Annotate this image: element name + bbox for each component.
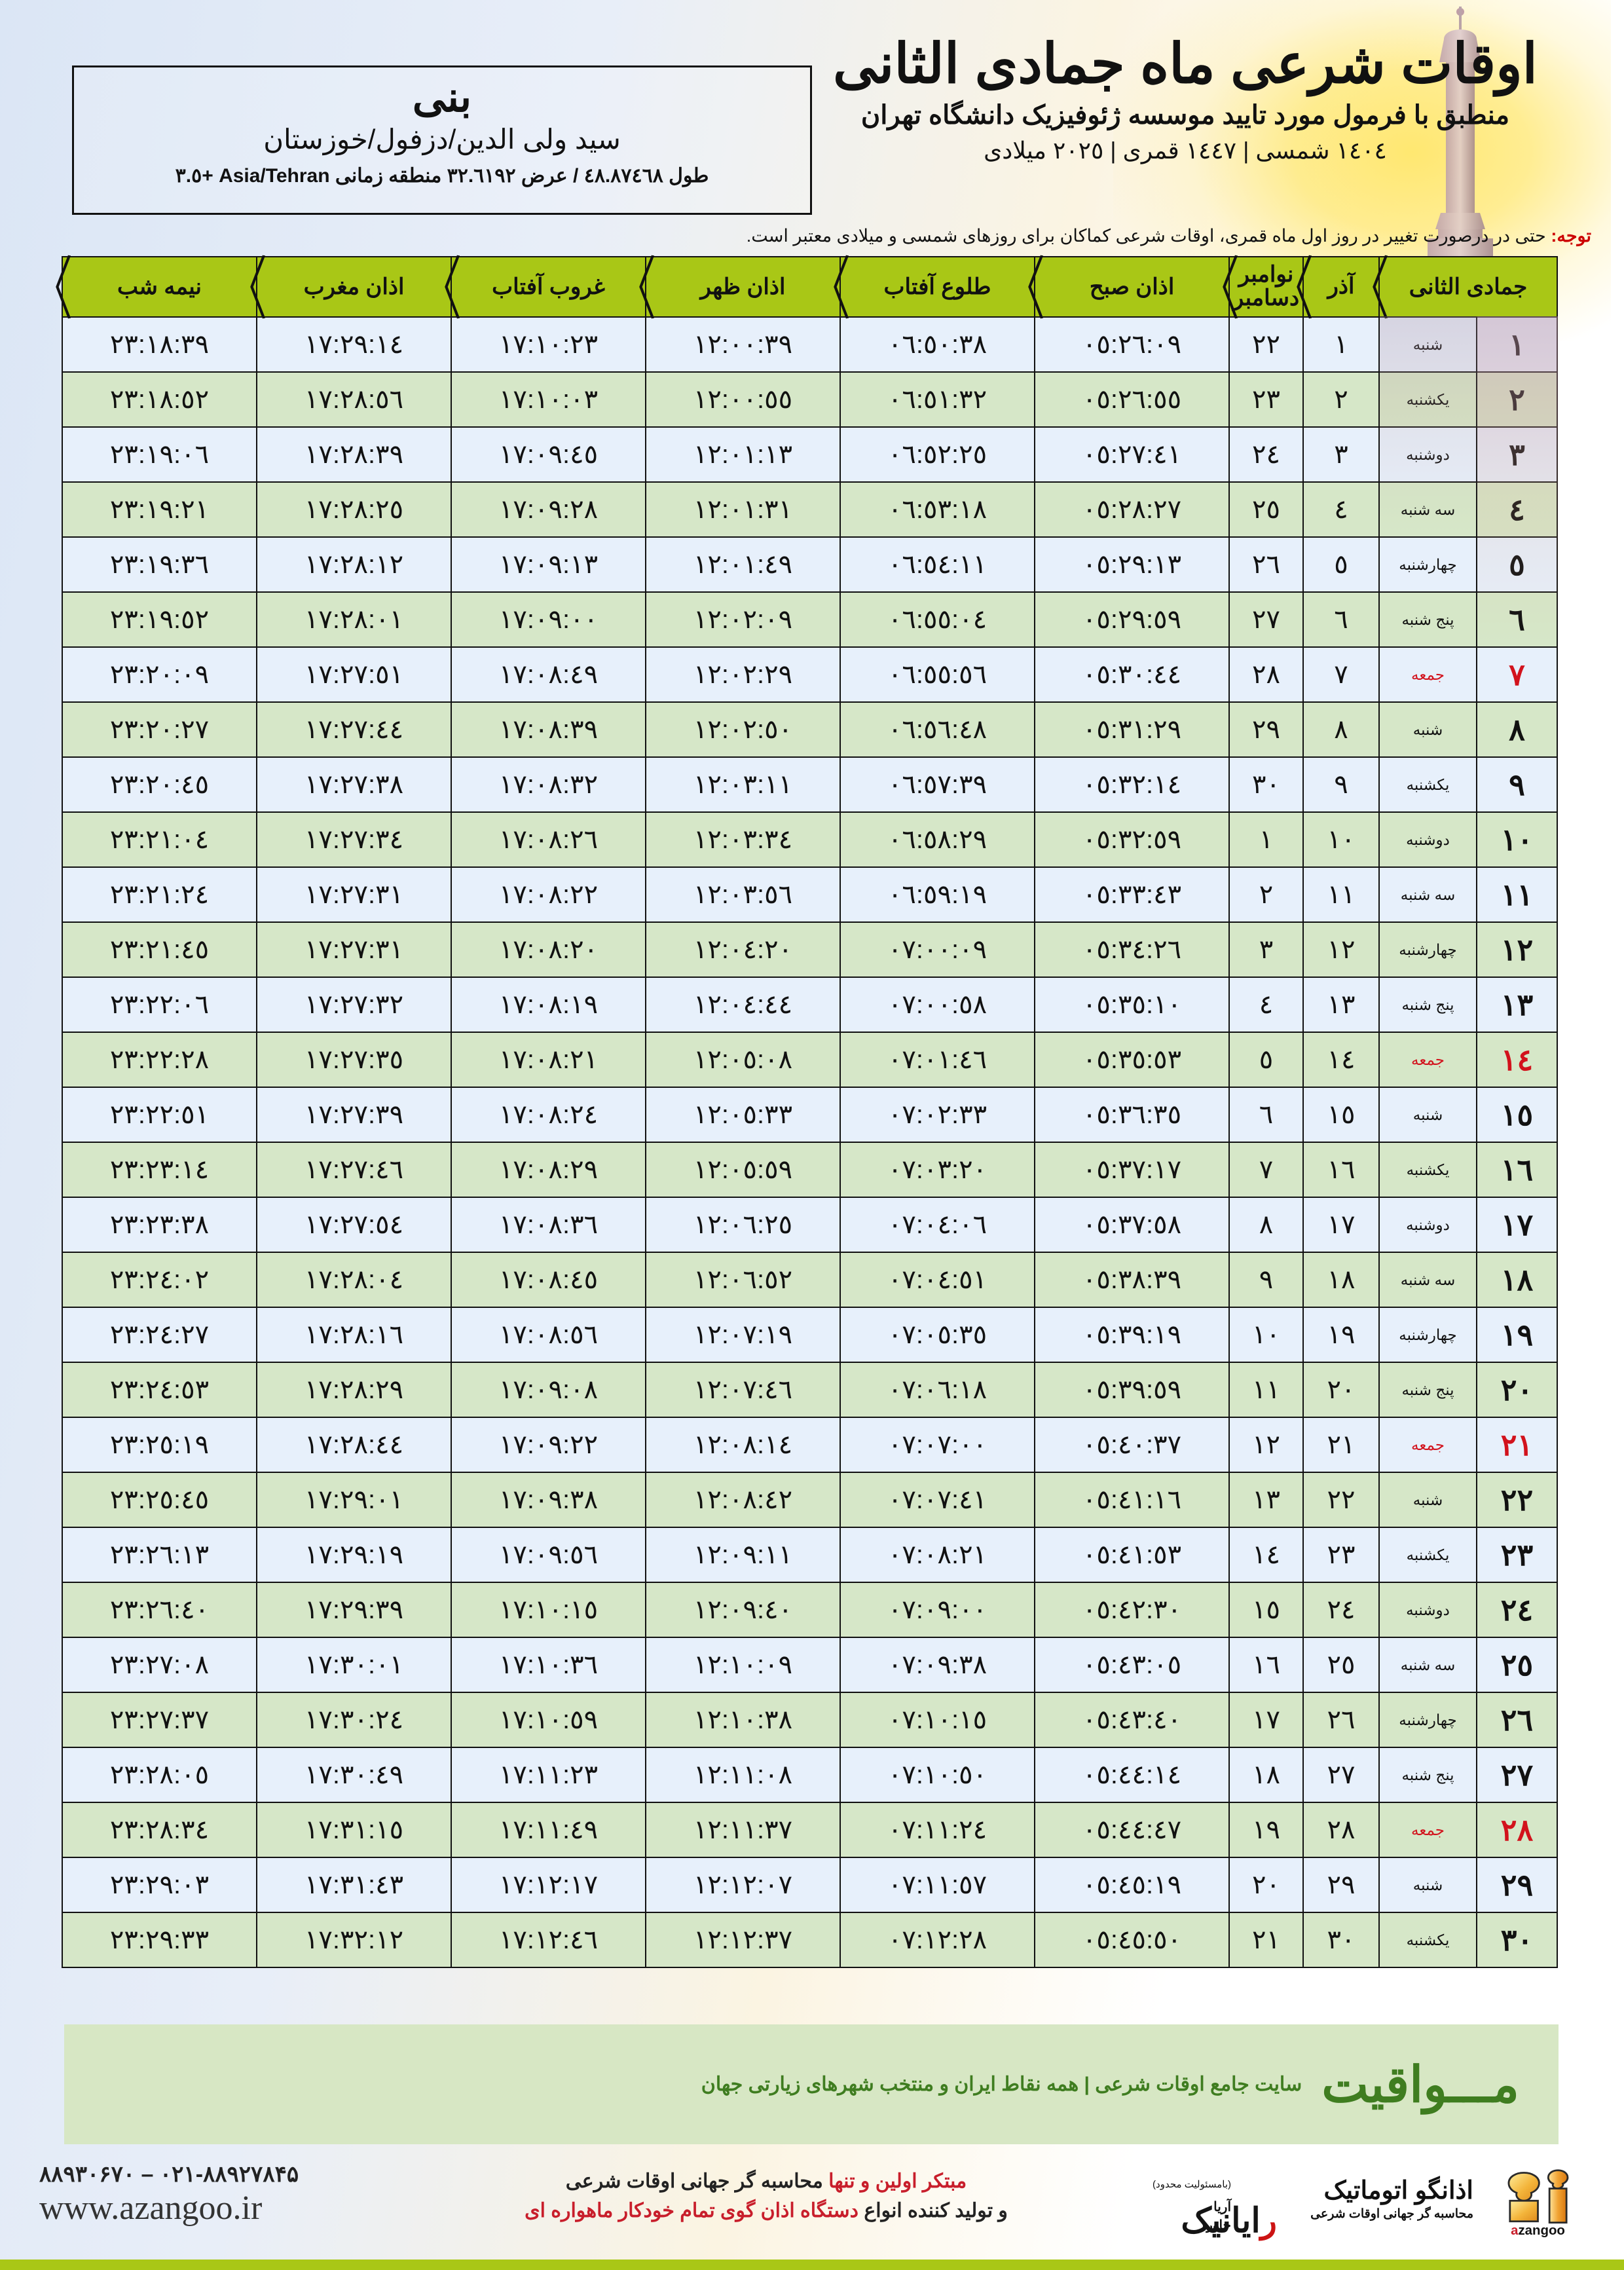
svg-text:رایانیک: رایانیک [1181,2202,1277,2241]
svg-text:(بامسئولیت محدود): (بامسئولیت محدود) [1153,2179,1231,2190]
svg-text:azangoo: azangoo [1511,2223,1565,2238]
